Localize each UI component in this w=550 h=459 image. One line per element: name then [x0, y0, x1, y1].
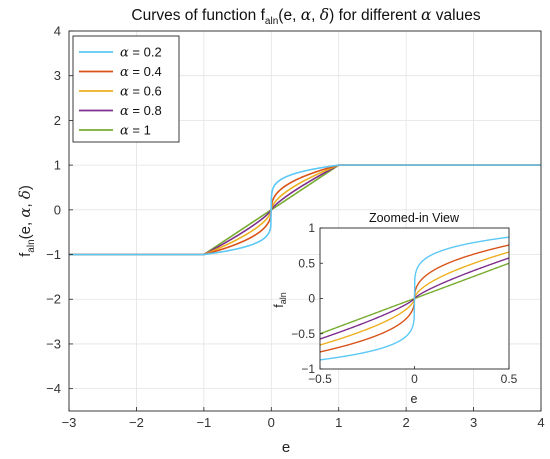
inset-y-tick-label: 1	[308, 221, 315, 235]
legend-label: α = 0.2	[120, 45, 162, 61]
legend-label: α = 1	[120, 123, 151, 139]
y-axis-label: faln(e, α, δ)	[16, 185, 37, 257]
x-tick-label: 1	[335, 415, 342, 430]
y-tick-label: −1	[46, 247, 61, 262]
y-tick-label: 0	[54, 202, 61, 217]
main-series-group	[68, 164, 542, 256]
x-tick-label: 3	[470, 415, 477, 430]
y-tick-label: −4	[46, 381, 61, 396]
inset-plot: Zoomed-in View −0.5 0 0.5 10.50−0.5−1 e fa…	[272, 211, 518, 406]
x-tick-label: 2	[403, 415, 410, 430]
y-tick-label: −2	[46, 292, 61, 307]
legend-label: α = 0.4	[120, 64, 162, 80]
inset-y-tick-label: 0	[308, 292, 315, 306]
inset-x-tick-label: 0.5	[501, 372, 518, 386]
inset-x-axis-label: e	[411, 392, 418, 406]
y-tick-label: 4	[54, 24, 61, 39]
y-tick-label: 2	[54, 113, 61, 128]
x-tick-label: −2	[129, 415, 144, 430]
inset-y-axis-label: faln	[272, 292, 288, 308]
y-tick-label: 3	[54, 68, 61, 83]
inset-y-tick-label: −1	[301, 362, 315, 376]
x-tick-label: −3	[62, 415, 77, 430]
inset-y-ticks: 1 0.5 0 −0.5 −1	[291, 221, 323, 376]
x-axis-label: e	[282, 439, 290, 456]
y-tick-label: 1	[54, 158, 61, 173]
inset-y-tick-label: −0.5	[291, 327, 315, 341]
legend-label: α = 0.8	[120, 103, 162, 119]
y-tick-label: −3	[46, 336, 61, 351]
inset-y-tick-label: 0.5	[298, 256, 315, 270]
x-tick-label: −1	[196, 415, 211, 430]
inset-x-ticks: −0.5 0 0.5	[308, 366, 518, 386]
inset-series-group	[319, 236, 510, 361]
inset-title: Zoomed-in View	[369, 211, 460, 225]
main-plot-frame	[68, 30, 542, 412]
series-line-alpha-0-2	[68, 164, 542, 256]
legend-box	[72, 35, 180, 143]
main-y-ticks: 4 3 2 1 0 −1 −2 −3 −4	[46, 24, 73, 396]
legend-label: α = 0.6	[120, 84, 162, 100]
inset-x-tick-label: 0	[411, 372, 418, 386]
legend: α = 0.2 α = 0.4 α = 0.6 α = 0.8 α = 1	[72, 35, 180, 143]
x-tick-label: 4	[537, 415, 544, 430]
chart-title: Curves of function faln(e, α, δ) for dif…	[131, 6, 480, 27]
inset-series-line-alpha-0-2	[319, 236, 510, 361]
x-tick-label: 0	[268, 415, 275, 430]
inset-x-tick-label: −0.5	[308, 372, 332, 386]
legend-items: α = 0.2 α = 0.4 α = 0.6 α = 0.8 α = 1	[79, 45, 162, 139]
main-x-ticks: −3 −2 −1 0 1 2 3 4	[62, 407, 545, 430]
